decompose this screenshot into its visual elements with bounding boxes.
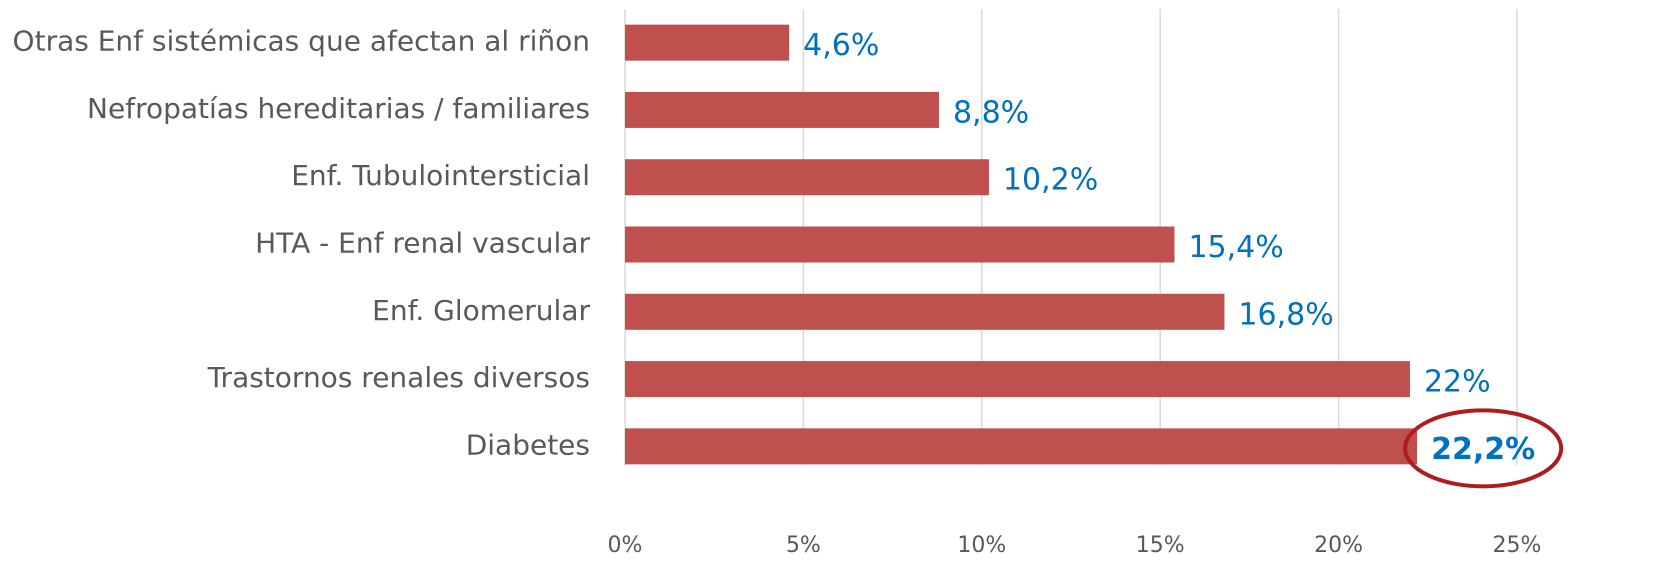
y-tick-label: Enf. Glomerular <box>372 294 590 327</box>
y-tick-label: Otras Enf sistémicas que afectan al riño… <box>13 25 590 58</box>
bar <box>625 226 1175 263</box>
y-tick-label: Trastornos renales diversos <box>207 361 590 394</box>
bar <box>625 428 1418 465</box>
bar <box>625 293 1225 330</box>
highlight-ellipse <box>1403 408 1564 489</box>
value-label: 22,2% <box>1431 432 1535 467</box>
y-tick-label: Enf. Tubulointersticial <box>291 159 590 192</box>
y-tick-label: HTA - Enf renal vascular <box>255 227 590 260</box>
x-tick-label: 25% <box>1493 533 1542 558</box>
value-label: 22% <box>1424 365 1491 400</box>
value-label: 8,8% <box>953 95 1029 130</box>
bar <box>625 159 989 196</box>
value-label: 4,6% <box>803 28 879 63</box>
value-label: 16,8% <box>1238 297 1333 332</box>
value-label: 10,2% <box>1003 163 1098 198</box>
y-tick-label: Diabetes <box>466 428 590 461</box>
bar <box>625 91 939 128</box>
bar <box>625 24 790 61</box>
x-tick-label: 15% <box>1136 533 1185 558</box>
bar <box>625 361 1410 398</box>
x-tick-label: 5% <box>786 533 821 558</box>
y-tick-label: Nefropatías hereditarias / familiares <box>87 92 590 125</box>
value-label: 15,4% <box>1188 230 1283 265</box>
x-tick-label: 10% <box>957 533 1006 558</box>
x-tick-label: 20% <box>1314 533 1363 558</box>
x-tick-label: 0% <box>608 533 643 558</box>
